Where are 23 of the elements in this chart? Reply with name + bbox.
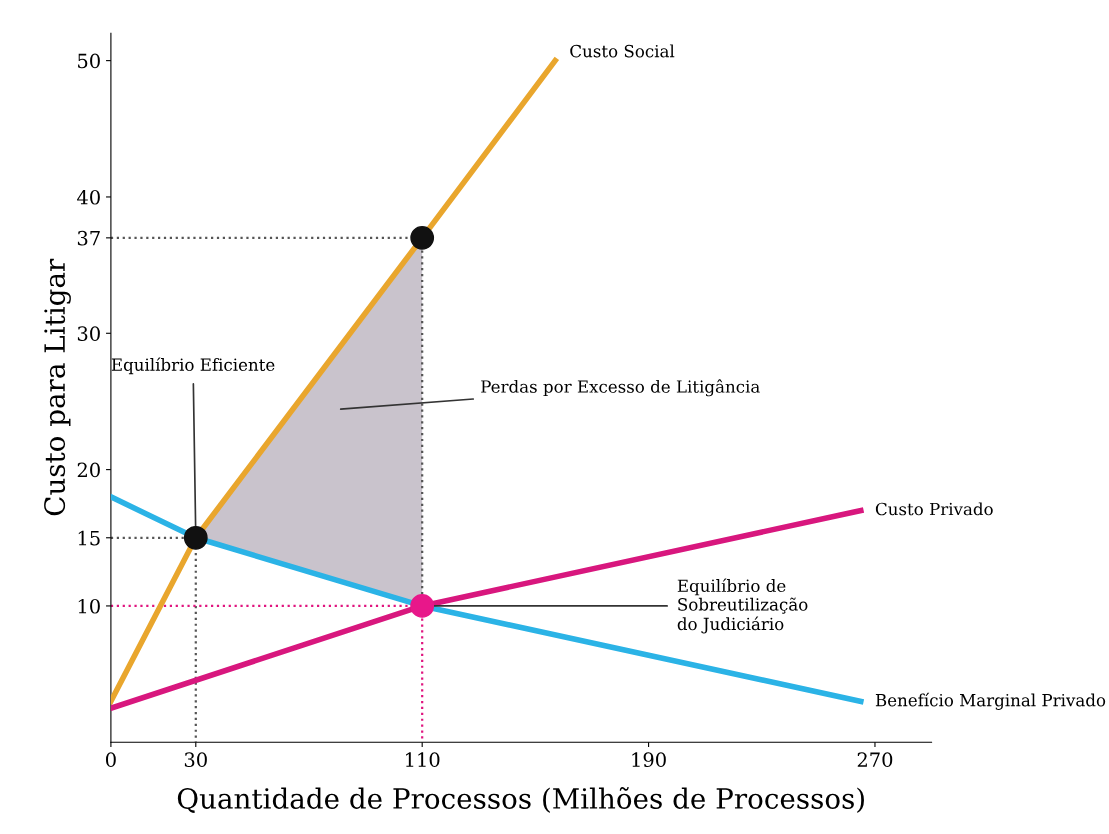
x-tick-label: 0 [106, 752, 116, 768]
y-tick-label: 37 [77, 230, 100, 246]
y-axis-title: Custo para Litigar [44, 258, 71, 516]
annotation: Perdas por Excesso de Litigância [481, 379, 760, 397]
series-label: Custo Social [570, 44, 675, 58]
series-label: Benefício Marginal Privado [875, 692, 1106, 710]
point [183, 525, 208, 550]
x-axis-title: Quantidade de Processos (Milhões de Processos) [177, 786, 864, 814]
x-tick-label: 190 [632, 752, 666, 768]
y-tick-label: 40 [77, 189, 100, 205]
y-tick-label: 10 [78, 598, 100, 614]
x-tick-label: 270 [857, 752, 893, 768]
y-tick-label: 15 [78, 530, 100, 546]
x-tick-label: 30 [184, 752, 207, 768]
y-tick-label: 20 [77, 462, 100, 478]
y-tick-label: 50 [78, 53, 100, 69]
point [410, 225, 435, 250]
series-label: Custo Privado [875, 502, 993, 516]
x-tick-label: 110 [406, 752, 440, 768]
annotation: Equilíbrio de Sobreutilização do Judiciário [677, 578, 808, 634]
annotation: Equilíbrio Eficiente [111, 357, 275, 375]
y-tick-label: 30 [77, 326, 100, 341]
point [410, 594, 435, 618]
